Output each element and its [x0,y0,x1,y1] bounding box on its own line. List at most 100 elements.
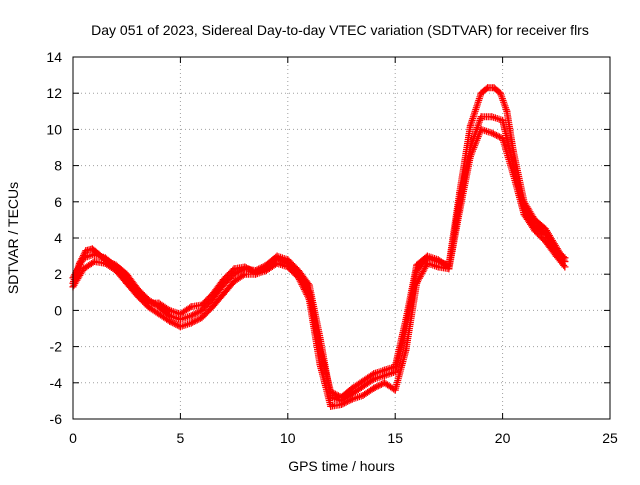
data-point [241,263,249,271]
data-point [327,402,335,410]
data-point [338,393,345,401]
data-point [176,323,184,331]
data-point [423,259,431,267]
x-tick-labels: 0 5 10 15 20 25 [69,430,618,446]
data-point [262,265,270,273]
data-point [402,346,410,354]
data-point [166,306,174,314]
data-point [503,107,511,115]
data-point [88,245,96,253]
data-point [484,84,492,92]
data-point [219,276,227,284]
data-markers [69,113,569,401]
data-point [241,270,249,278]
data-point [423,252,431,260]
y-tick-label: 2 [54,266,62,282]
data-point [80,265,88,273]
data-point [490,84,498,92]
data-point [509,162,517,170]
data-point [552,247,560,255]
data-point [187,312,195,320]
data-point [413,261,421,269]
data-series [69,84,569,410]
data-point [198,301,206,309]
data-point [477,113,485,121]
data-point [230,277,238,285]
data-point [542,230,550,238]
data-point [90,258,98,266]
data-point [561,254,569,262]
x-tick-label: 20 [495,430,511,446]
data-point [230,265,238,273]
y-tick-label: 4 [54,230,62,246]
data-point [187,303,195,311]
data-point [359,391,367,399]
data-point [499,116,507,124]
data-point [434,256,442,264]
data-point [380,366,388,374]
data-point [82,247,90,255]
data-point [359,377,367,385]
data-point [434,263,442,271]
data-point [499,134,507,142]
data-point [531,221,539,229]
data-series-3 [69,113,569,401]
x-tick-label: 5 [177,430,185,446]
y-tick-labels: -6 -4 -2 0 2 4 6 8 10 12 14 [46,49,62,427]
data-point [327,388,335,396]
chart-title: Day 051 of 2023, Sidereal Day-to-day VTE… [91,22,589,38]
data-point [284,259,292,267]
data-point [316,346,324,354]
x-tick-label: 15 [387,430,403,446]
data-point [348,395,356,403]
x-axis-title: GPS time / hours [288,458,395,474]
data-point [112,263,120,271]
y-tick-label: 0 [54,302,62,318]
data-point [305,288,313,296]
data-point [561,263,569,271]
data-point [219,290,227,298]
data-point [155,299,163,307]
data-point [466,122,474,130]
data-point [133,288,141,296]
data-point [370,384,378,392]
data-point [488,129,496,137]
y-tick-label: -6 [50,411,63,427]
data-point [445,263,453,271]
y-tick-label: 6 [54,194,62,210]
data-point [520,205,528,213]
data-point [370,370,378,378]
data-point [380,379,388,387]
data-point [176,310,184,318]
y-tick-label: 10 [46,121,62,137]
data-point [90,250,98,258]
data-point [101,254,109,262]
data-point [209,290,217,298]
data-point [166,317,174,325]
grid [73,57,610,419]
data-point [456,198,464,206]
data-point [391,363,399,371]
data-point [155,310,163,318]
data-point [477,89,485,97]
data-point [488,113,496,121]
data-point [80,254,88,262]
data-markers [69,125,569,410]
data-point [252,268,260,276]
data-point [348,384,356,392]
x-tick-label: 0 [69,430,77,446]
y-tick-label: -2 [50,339,63,355]
data-point [209,303,217,311]
data-point [144,299,152,307]
data-point [187,319,195,327]
x-tick-label: 10 [280,430,296,446]
x-tick-label: 25 [602,430,618,446]
data-point [198,314,206,322]
data-series-2 [69,125,569,410]
y-tick-label: 8 [54,158,62,174]
data-point [273,254,281,262]
data-point [402,315,410,323]
y-tick-label: -4 [50,375,63,391]
